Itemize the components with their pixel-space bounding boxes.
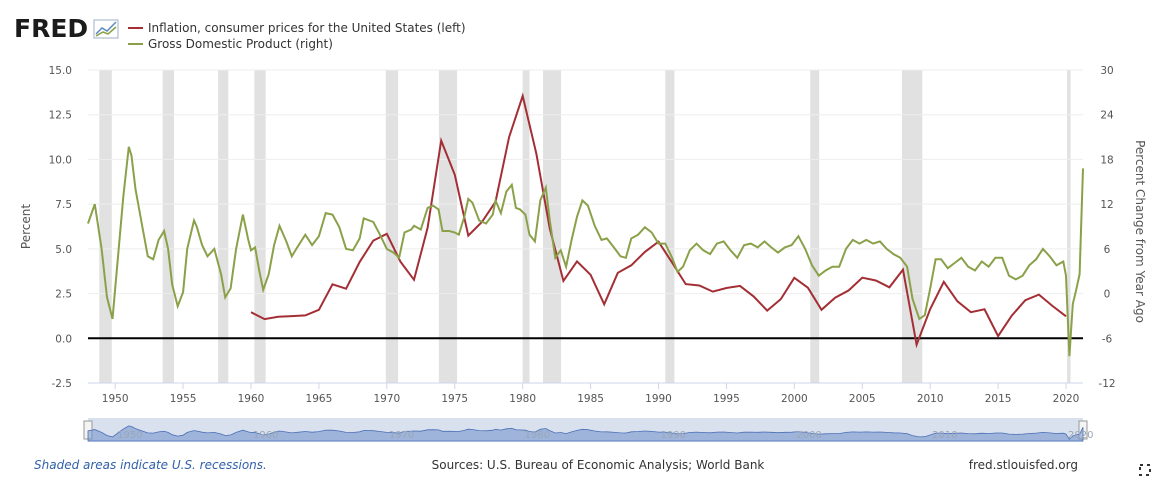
x-tick-label: 1980 — [509, 393, 536, 405]
recession-band — [254, 70, 266, 383]
x-tick-label: 1990 — [645, 393, 672, 405]
fullscreen-button[interactable] — [1139, 464, 1151, 476]
logo-icon — [93, 19, 119, 39]
x-tick-label: 1995 — [713, 393, 740, 405]
x-tick-label: 2005 — [849, 393, 876, 405]
recession-band — [162, 70, 174, 383]
recession-band — [99, 70, 112, 383]
recession-band — [522, 70, 530, 383]
x-tick-label: 2015 — [985, 393, 1012, 405]
series-line — [87, 146, 1084, 357]
logo: FRED — [14, 14, 88, 43]
recession-band — [218, 70, 229, 383]
y2-tick-label: -12 — [1098, 378, 1115, 390]
y2-axis-label: Percent Change from Year Ago — [1133, 140, 1147, 323]
legend-label: Inflation, consumer prices for the Unite… — [148, 21, 466, 35]
y-axis-label: Percent — [19, 204, 33, 249]
x-tick-label: 1965 — [306, 393, 333, 405]
navigator-label: 1980 — [525, 430, 550, 441]
navigator-label: 2010 — [932, 430, 957, 441]
legend-label: Gross Domestic Product (right) — [148, 37, 333, 51]
navigator-label: 1950 — [117, 430, 142, 441]
x-tick-label: 1985 — [577, 393, 604, 405]
y2-tick-label: 0 — [1104, 289, 1111, 301]
source: Sources: U.S. Bureau of Economic Analysi… — [432, 458, 765, 472]
y2-tick-label: 18 — [1100, 154, 1113, 166]
recession-note: Shaded areas indicate U.S. recessions. — [34, 458, 267, 472]
navigator-label: 2000 — [796, 430, 821, 441]
navigator-area — [87, 425, 1084, 442]
y2-tick-label: 6 — [1104, 244, 1111, 256]
x-tick-label: 1955 — [170, 393, 197, 405]
y-tick-label: -2.5 — [52, 378, 73, 390]
recession-band — [810, 70, 820, 383]
x-tick-label: 1950 — [102, 393, 129, 405]
site: fred.stlouisfed.org — [969, 458, 1078, 472]
x-tick-label: 1970 — [373, 393, 400, 405]
x-tick-label: 1975 — [441, 393, 468, 405]
x-tick-label: 2000 — [781, 393, 808, 405]
y-tick-label: 0.0 — [55, 333, 72, 345]
y-tick-label: 10.0 — [49, 154, 72, 166]
y2-tick-label: -6 — [1102, 333, 1113, 345]
y2-tick-label: 12 — [1100, 199, 1113, 211]
x-tick-label: 2020 — [1053, 393, 1080, 405]
y2-tick-label: 24 — [1100, 110, 1114, 122]
navigator-label: 1990 — [661, 430, 686, 441]
y-tick-label: 2.5 — [55, 289, 72, 301]
recession-band — [1067, 70, 1071, 383]
x-tick-label: 1960 — [238, 393, 265, 405]
navigator-label: 1960 — [253, 430, 278, 441]
recession-band — [543, 70, 562, 383]
y-tick-label: 12.5 — [49, 110, 72, 122]
y2-tick-label: 30 — [1100, 65, 1113, 77]
y-tick-label: 5.0 — [55, 244, 72, 256]
navigator-label: 2020 — [1068, 430, 1093, 441]
series-line — [250, 92, 1067, 349]
navigator-label: 1970 — [389, 430, 414, 441]
recession-band — [665, 70, 675, 383]
recession-band — [385, 70, 399, 383]
recession-band — [901, 70, 923, 383]
y-tick-label: 7.5 — [55, 199, 72, 211]
y-tick-label: 15.0 — [49, 65, 72, 77]
x-tick-label: 2010 — [917, 393, 944, 405]
